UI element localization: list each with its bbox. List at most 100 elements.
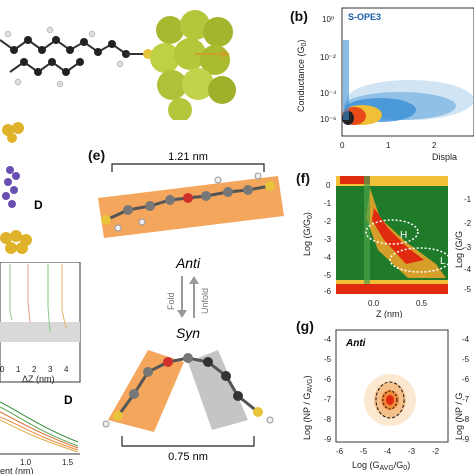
panel-f-right-ytick: -5 xyxy=(464,285,472,294)
fold-arrow-icon xyxy=(177,276,187,318)
gold-cluster xyxy=(150,10,236,120)
molecule-junction-illustration xyxy=(0,10,236,120)
panel-b-xtick: 1 xyxy=(386,141,391,150)
inset-xtick: 1 xyxy=(16,365,21,374)
xtick: 1.5 xyxy=(62,458,74,467)
inset-xtick: 0 xyxy=(0,365,5,374)
panel-g-xtick: -5 xyxy=(360,447,368,456)
panel-g-right-ytick: -5 xyxy=(462,355,470,364)
panel-g-xtick: -2 xyxy=(432,447,440,456)
panel-g-right-ytick: -4 xyxy=(462,335,470,344)
panel-g-density xyxy=(364,374,416,426)
panel-b-xlabel: Displa xyxy=(432,152,457,162)
panel-b-xtick: 0 xyxy=(340,141,345,150)
panel-f-ytick: -5 xyxy=(324,271,332,280)
panel-g-ytick: -4 xyxy=(324,335,332,344)
syn-state-label: Syn xyxy=(176,325,200,341)
panel-g-ytick: -6 xyxy=(324,375,332,384)
panel-g-xtick: -3 xyxy=(408,447,416,456)
panel-f-ytick: -6 xyxy=(324,287,332,296)
syn-highlight-orange xyxy=(108,350,184,432)
region-l-outline xyxy=(389,247,451,273)
panel-g-ytick: -9 xyxy=(324,435,332,444)
panel-g-right-ytick: -6 xyxy=(462,375,470,384)
panel-f-ylabel: Log (G/G0) xyxy=(302,212,314,256)
panel-f-ytick: -4 xyxy=(324,253,332,262)
panel-b-chart: Conductance (G0) S-OPE3 10⁰ 10⁻² 10⁻⁴ 10… xyxy=(296,7,474,162)
hydrogen-atoms xyxy=(4,26,124,88)
panel-b-ylabel: Conductance (G0) xyxy=(296,40,308,112)
region-h-label: H xyxy=(400,230,407,241)
panel-f-right-ytick: -1 xyxy=(464,195,472,204)
panel-g-ytick: -8 xyxy=(324,415,332,424)
panel-f-letter: (f) xyxy=(296,170,310,186)
panel-f-ytick: -1 xyxy=(324,199,332,208)
panel-f-xtick: 0.0 xyxy=(368,299,380,308)
panel-g-right-ytick: -7 xyxy=(462,395,470,404)
anti-state-label: Anti xyxy=(175,255,201,271)
fold-label: Fold xyxy=(166,292,176,310)
panel-g-right-ytick: -9 xyxy=(462,435,470,444)
syn-highlight-gray xyxy=(188,350,248,430)
bottom-length-label: 0.75 nm xyxy=(168,451,208,463)
panel-b-ytick: 10⁻⁶ xyxy=(320,115,336,124)
inset-xtick: 4 xyxy=(64,365,69,374)
top-electrode xyxy=(2,122,24,143)
panel-f-xtick: 0.5 xyxy=(416,299,428,308)
top-length-label: 1.21 nm xyxy=(168,151,208,163)
panel-b-series-label: S-OPE3 xyxy=(348,12,381,22)
region-l-label: L xyxy=(440,256,446,267)
panel-b-density xyxy=(342,40,474,125)
panel-g-ylabel: Log (NP / GAVG) xyxy=(302,375,314,440)
xlabel-fragment: ent (nm) xyxy=(0,466,34,474)
panel-b-ytick: 10⁰ xyxy=(322,15,334,24)
anti-molecule xyxy=(101,172,275,232)
region-h-outline xyxy=(365,219,419,245)
panel-g-xtick: -6 xyxy=(336,447,344,456)
arrow-head-icon xyxy=(222,50,230,58)
panel-f-chart: Log (G/G0) H L 0 -1 -2 -3 -4 -5 -6 0.0 0… xyxy=(302,176,472,318)
inset-xtick: 2 xyxy=(32,365,37,374)
trace-plot-panel: 0 1 2 3 4 ΔZ (nm) D 1.0 1.5 ent (nm) xyxy=(0,262,81,474)
panel-f-right-ytick: -4 xyxy=(464,265,472,274)
syn-molecule xyxy=(102,353,274,428)
panel-g-right-ylabel: Log (NP / G xyxy=(454,393,464,440)
density-curves xyxy=(0,401,79,453)
panel-g-ytick: -7 xyxy=(324,395,332,404)
unfold-label: Unfold xyxy=(200,288,210,314)
trace-lines xyxy=(9,264,67,333)
curve-label: D xyxy=(64,393,73,407)
panel-g-contour-inner xyxy=(382,390,398,410)
unfold-arrow-icon xyxy=(189,276,199,318)
panel-b-letter: (b) xyxy=(290,8,308,24)
panel-e-letter: (e) xyxy=(88,147,106,163)
panel-b-xtick: 2 xyxy=(432,141,437,150)
top-dimension-bracket xyxy=(111,163,265,172)
panel-g-contour xyxy=(375,381,405,419)
xtick: 1.0 xyxy=(20,458,32,467)
junction-label: D xyxy=(34,198,43,212)
panel-g-chart: Log (NP / GAVG) Anti -4 -5 -6 -7 -8 -9 -… xyxy=(302,329,470,472)
bottom-dimension-bracket xyxy=(121,436,255,447)
panel-f-ytick: 0 xyxy=(326,181,331,190)
panel-b-ytick: 10⁻² xyxy=(320,53,336,62)
molecule-chain xyxy=(0,38,127,74)
panel-f-right-ytick: -3 xyxy=(464,243,472,252)
bottom-electrode xyxy=(0,230,32,254)
panel-f-heatmap xyxy=(336,176,448,294)
panel-f-xlabel: Z (nm) xyxy=(376,309,403,318)
gray-band xyxy=(0,322,80,342)
panel-e-illustration: 1.21 nm Anti Fold Unfold Syn 0.75 nm xyxy=(98,151,284,463)
panel-f-ytick: -3 xyxy=(324,235,332,244)
panel-f-right-ylabel: Log (G/G xyxy=(454,231,464,268)
purple-molecule xyxy=(2,166,20,208)
panel-g-xlabel: Log (GAVG/G0) xyxy=(352,460,410,472)
panel-b-ytick: 10⁻⁴ xyxy=(320,89,337,98)
inset-xlabel: ΔZ (nm) xyxy=(22,374,55,384)
panel-f-ytick: -2 xyxy=(324,217,332,226)
panel-f-right-ytick: -2 xyxy=(464,219,472,228)
panel-g-right-ytick: -8 xyxy=(462,415,470,424)
panel-g-letter: (g) xyxy=(296,318,314,334)
panel-g-xtick: -4 xyxy=(384,447,392,456)
junction-vertical-illustration xyxy=(0,122,32,254)
